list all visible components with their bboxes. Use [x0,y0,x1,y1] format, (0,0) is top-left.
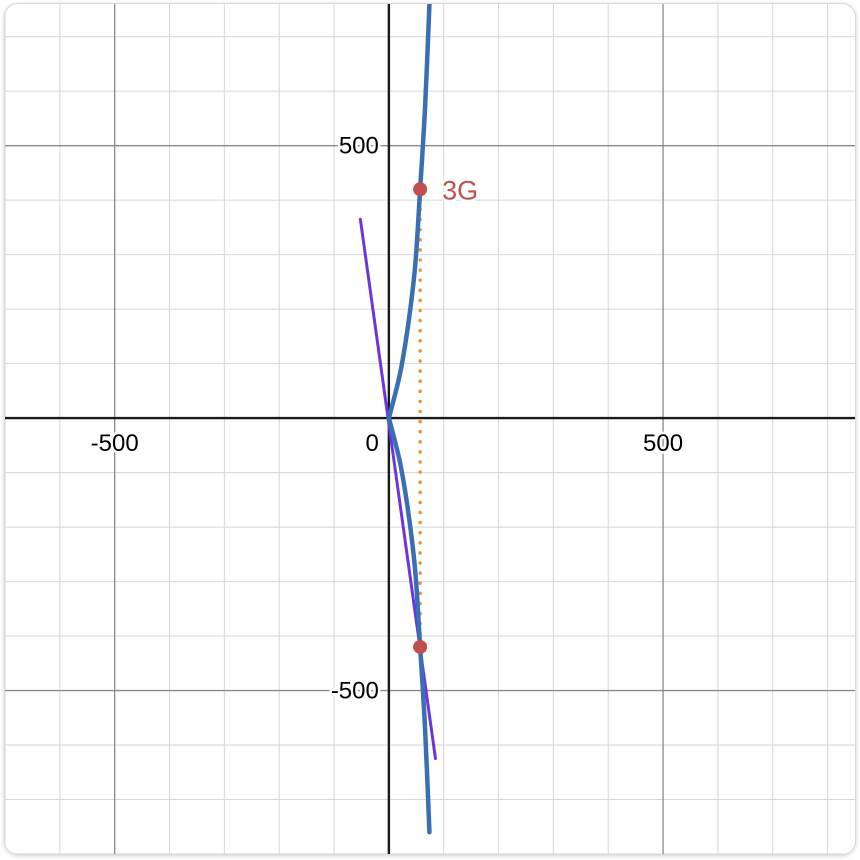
data-points [413,182,428,654]
point-label-1: 3G [442,175,478,205]
series [358,4,437,835]
tick-labels: 3G -500 0 500 500 -500 [88,130,685,707]
curve-lower-branch [386,415,432,835]
data-point-1 [413,182,428,197]
graph-canvas[interactable]: 3G -500 0 500 500 -500 [5,4,855,854]
major-gridlines [5,4,855,854]
y-tick-label-1: 500 [339,133,379,160]
curve-upper-branch [386,4,432,421]
graph-card: 3G -500 0 500 500 -500 [4,3,856,855]
data-point-2 [413,639,428,654]
x-tick-label-3: 500 [643,430,683,457]
x-tick-label-2: 0 [366,430,379,457]
x-tick-label-1: -500 [91,430,139,457]
y-tick-label-2: -500 [331,678,379,705]
